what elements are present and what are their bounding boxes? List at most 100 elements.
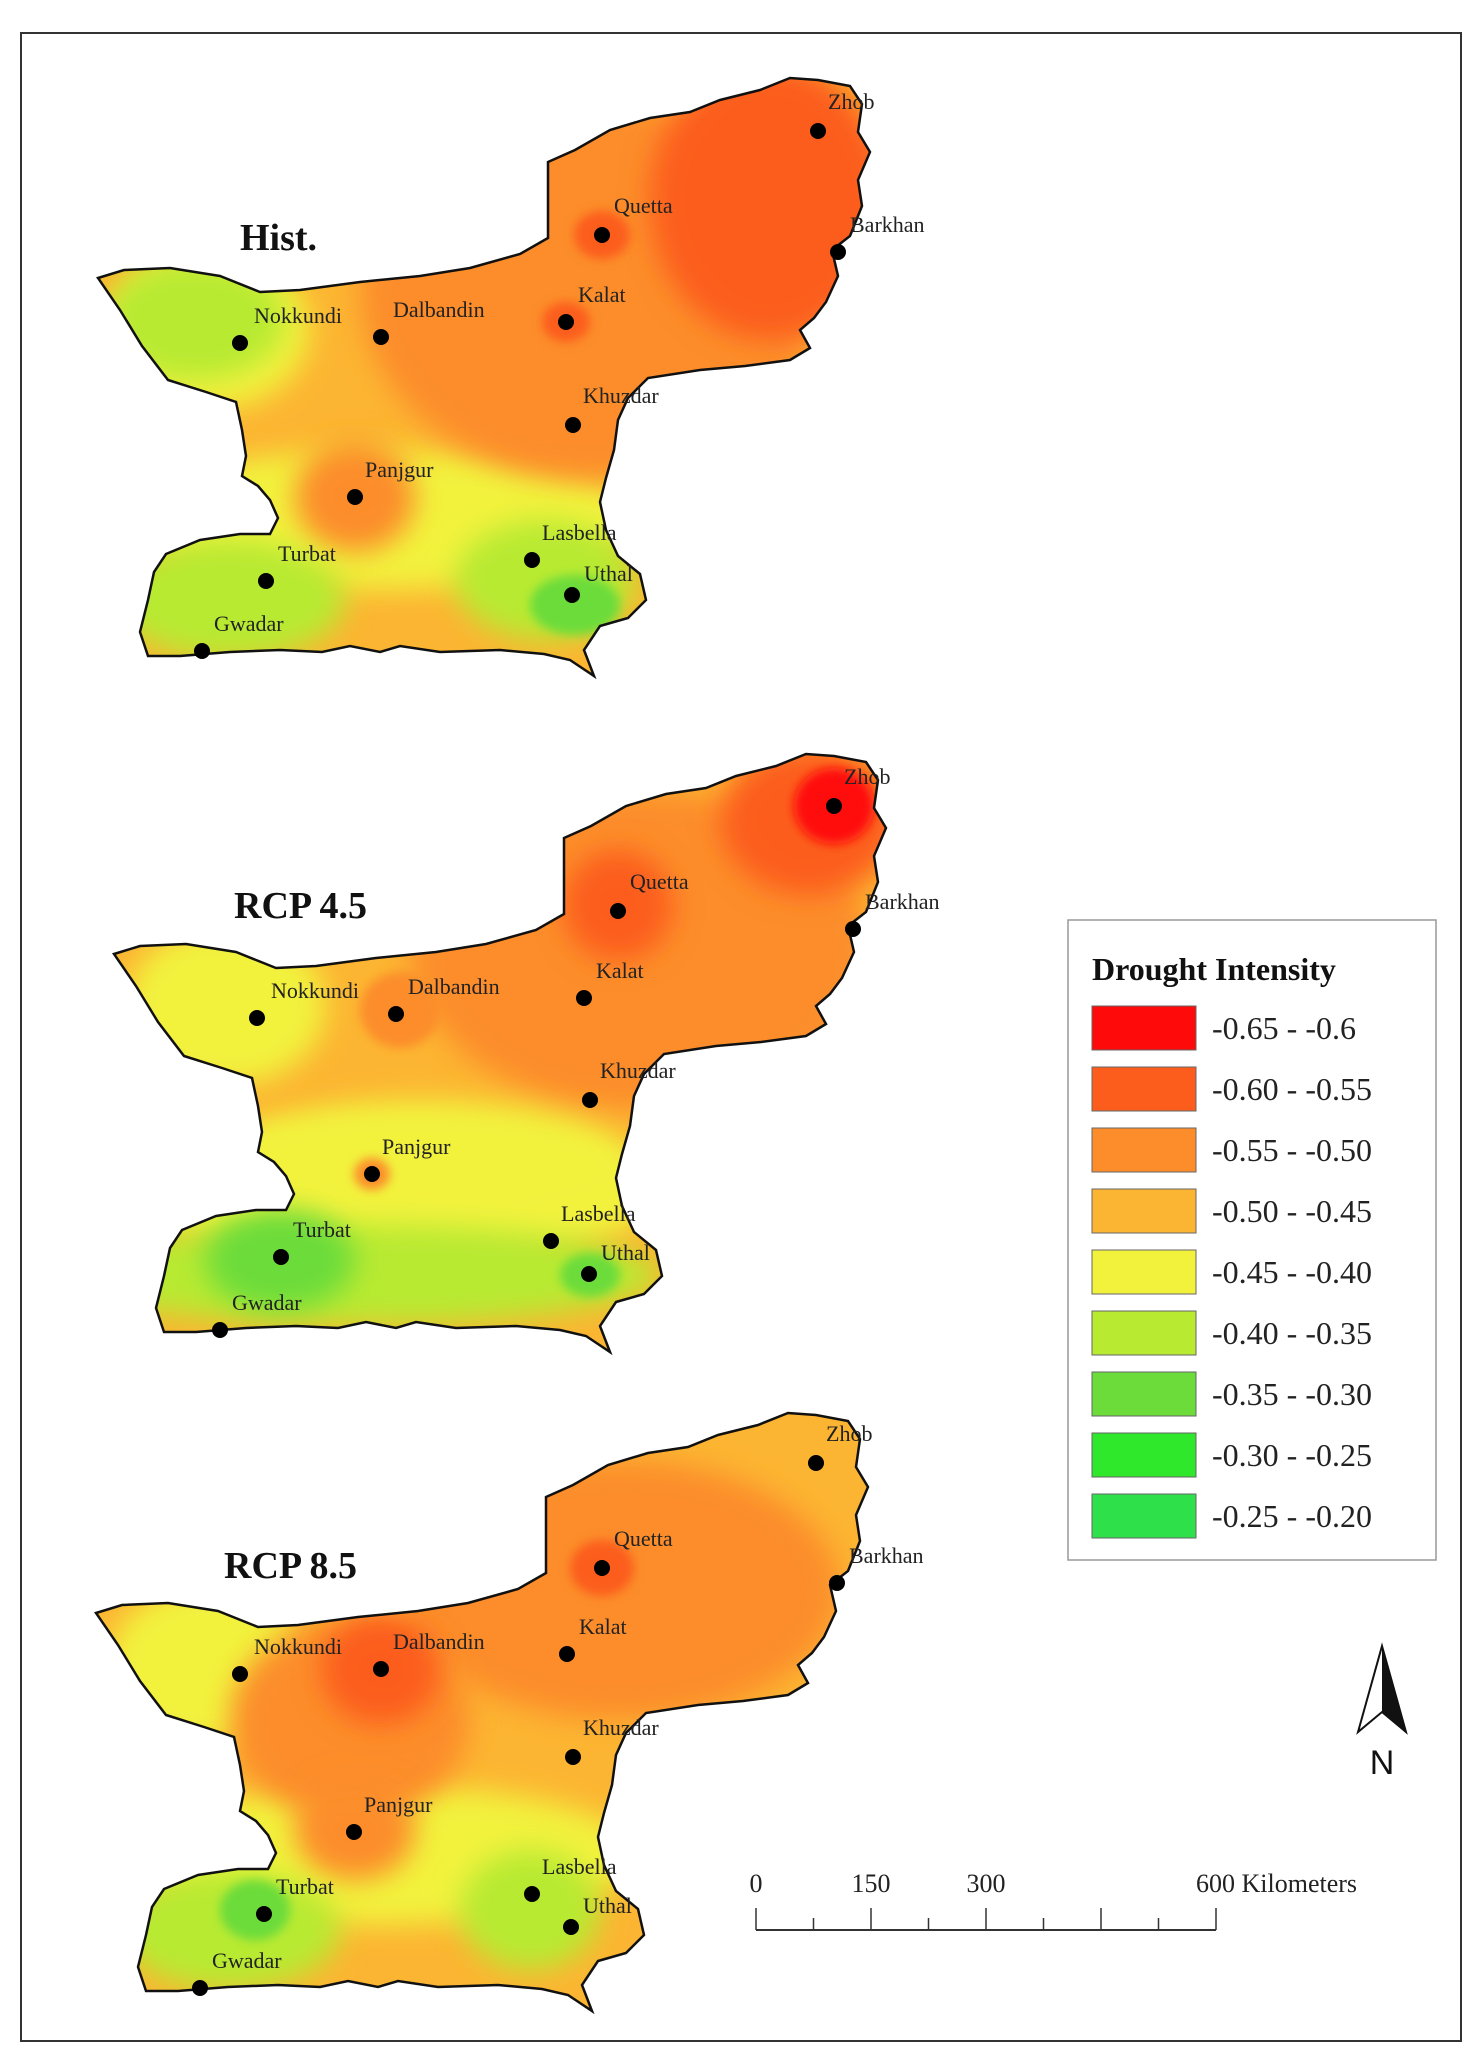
city-label: Turbat (293, 1217, 351, 1242)
city-marker: Zhob (808, 1421, 872, 1471)
city-marker: Dalbandin (388, 974, 500, 1022)
city-dot (830, 244, 846, 260)
city-marker: Gwadar (212, 1290, 302, 1338)
intensity-zone (220, 1880, 290, 1940)
city-marker: Khuzdar (565, 1715, 659, 1765)
city-dot (829, 1575, 845, 1591)
map-panel-3: RCP 8.5 Zhob Barkhan Quetta Kalat Dalbandin No… (94, 1411, 924, 2015)
city-label: Khuzdar (583, 1715, 659, 1740)
legend-label: -0.35 - -0.30 (1212, 1376, 1372, 1412)
north-label: N (1370, 1744, 1395, 1782)
province-boundary (94, 1411, 870, 2015)
legend-item: -0.30 - -0.25 (1091, 1432, 1372, 1478)
legend-swatch (1091, 1432, 1197, 1478)
panel-title: Hist. (240, 217, 317, 259)
city-marker: Zhob (826, 764, 890, 814)
legend-label: -0.50 - -0.45 (1212, 1193, 1372, 1229)
city-label: Zhob (826, 1421, 872, 1446)
city-label: Gwadar (214, 611, 284, 636)
city-dot (581, 1266, 597, 1282)
city-marker: Nokkundi (232, 1634, 342, 1682)
scale-label: 600 Kilometers (1196, 1869, 1357, 1898)
city-label: Barkhan (850, 212, 925, 237)
city-label: Khuzdar (583, 383, 659, 408)
city-dot (564, 587, 580, 603)
scale-label: 0 (750, 1869, 763, 1898)
city-dot (194, 643, 210, 659)
city-marker: Panjgur (346, 1792, 433, 1840)
city-dot (347, 489, 363, 505)
intensity-zone (460, 1850, 600, 1970)
city-marker: Lasbella (543, 1201, 636, 1249)
city-dot (565, 417, 581, 433)
scale-label: 150 (852, 1869, 891, 1898)
legend-swatch (1091, 1188, 1197, 1234)
city-marker: Khuzdar (565, 383, 659, 433)
city-label: Dalbandin (408, 974, 500, 999)
city-dot (524, 552, 540, 568)
city-label: Nokkundi (254, 1634, 342, 1659)
city-dot (565, 1749, 581, 1765)
scale-bar: 0 150 300 600 Kilometers (750, 1869, 1357, 1931)
legend-label: -0.25 - -0.20 (1212, 1498, 1372, 1534)
city-dot (364, 1166, 380, 1182)
city-marker: Quetta (594, 193, 673, 243)
legend-title: Drought Intensity (1092, 951, 1336, 987)
city-dot (346, 1824, 362, 1840)
city-marker: Barkhan (829, 1543, 924, 1591)
legend-label: -0.45 - -0.40 (1212, 1254, 1372, 1290)
legend-swatch (1091, 1310, 1197, 1356)
city-dot (826, 798, 842, 814)
city-marker: Gwadar (192, 1948, 282, 1996)
city-marker: Kalat (576, 958, 644, 1006)
city-dot (610, 903, 626, 919)
city-marker: Lasbella (524, 1854, 617, 1902)
panel-title: RCP 4.5 (234, 885, 367, 927)
panel-title: RCP 8.5 (224, 1545, 357, 1587)
city-label: Dalbandin (393, 297, 485, 322)
city-label: Panjgur (382, 1134, 451, 1159)
city-dot (524, 1886, 540, 1902)
city-dot (543, 1233, 559, 1249)
city-marker: Panjgur (347, 457, 434, 505)
city-dot (273, 1249, 289, 1265)
province-boundary (112, 752, 888, 1356)
city-dot (388, 1006, 404, 1022)
city-label: Panjgur (364, 1792, 433, 1817)
city-label: Quetta (614, 193, 673, 218)
legend-item: -0.60 - -0.55 (1091, 1066, 1372, 1112)
intensity-zone (530, 575, 620, 635)
city-label: Kalat (579, 1614, 627, 1639)
legend-swatch (1091, 1493, 1197, 1539)
legend-label: -0.60 - -0.55 (1212, 1071, 1372, 1107)
map-panel-1: Hist. Zhob Barkhan Quetta Kalat Dalbandin Nokk… (96, 76, 925, 680)
province-boundary (96, 76, 872, 680)
legend-swatch (1091, 1249, 1197, 1295)
city-marker: Turbat (258, 541, 336, 589)
city-dot (563, 1919, 579, 1935)
city-label: Quetta (630, 869, 689, 894)
city-dot (232, 335, 248, 351)
intensity-zone (650, 78, 870, 340)
legend-item: -0.55 - -0.50 (1091, 1127, 1372, 1173)
city-dot (249, 1010, 265, 1026)
intensity-zone (115, 540, 345, 660)
legend-label: -0.30 - -0.25 (1212, 1437, 1372, 1473)
city-label: Barkhan (849, 1543, 924, 1568)
city-dot (810, 123, 826, 139)
city-label: Dalbandin (393, 1629, 485, 1654)
city-marker: Lasbella (524, 520, 617, 568)
city-label: Uthal (583, 1893, 632, 1918)
legend-swatch (1091, 1371, 1197, 1417)
city-label: Lasbella (542, 520, 617, 545)
city-label: Kalat (578, 282, 626, 307)
city-dot (558, 314, 574, 330)
city-marker: Quetta (594, 1526, 673, 1576)
city-marker: Nokkundi (232, 303, 342, 351)
city-marker: Turbat (273, 1217, 351, 1265)
city-label: Quetta (614, 1526, 673, 1551)
legend-label: -0.55 - -0.50 (1212, 1132, 1372, 1168)
city-marker: Dalbandin (373, 297, 485, 345)
city-marker: Quetta (610, 869, 689, 919)
